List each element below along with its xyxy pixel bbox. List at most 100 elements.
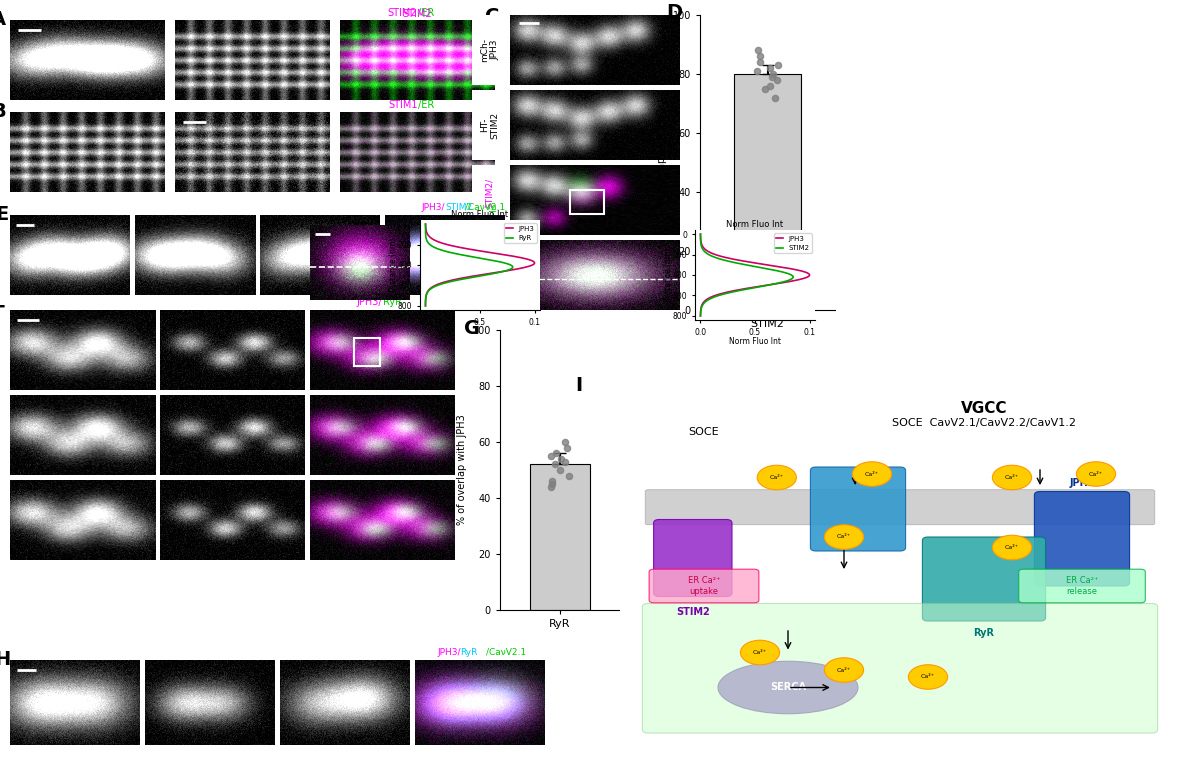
Text: B: B [0,103,6,122]
Title: Norm Fluo Int: Norm Fluo Int [726,220,784,229]
STIM2 [694,304,708,314]
Title: Norm Fluo Int: Norm Fluo Int [451,210,509,219]
FancyBboxPatch shape [810,467,906,551]
Point [551,453,570,465]
Text: SOCE  CaνV2.1/CaνV2.2/CaνV1.2: SOCE CaνV2.1/CaνV2.2/CaνV1.2 [892,418,1076,428]
JPH3 [419,219,433,228]
Text: RyR: RyR [973,628,995,638]
RyR [419,219,433,228]
Title: HT-JPH3: HT-JPH3 [58,650,92,659]
JPH3 [694,311,708,320]
RyR [419,223,433,232]
JPH3 [445,241,460,250]
Bar [733,74,802,310]
Point [556,456,575,468]
Point [763,68,782,80]
Text: H: H [0,650,11,669]
Circle shape [757,465,797,490]
Point [542,478,562,490]
Circle shape [740,640,780,665]
Text: Ca²⁺: Ca²⁺ [922,674,935,680]
Text: JPH3: JPH3 [1069,478,1094,488]
Text: STIM2: STIM2 [445,202,472,212]
Circle shape [1076,462,1116,486]
Point [760,62,779,74]
Title: mEm-CaνV2.1: mEm-CaνV2.1 [313,650,377,659]
JPH3 [419,295,433,304]
Text: JPH3: JPH3 [480,204,499,224]
STIM2 [694,234,708,244]
Circle shape [824,658,864,683]
FancyBboxPatch shape [642,603,1158,733]
JPH3 [419,298,433,307]
Ellipse shape [718,661,858,714]
Text: /CaνV2.1: /CaνV2.1 [464,202,505,212]
Title: mEmerald-CaνV2.1: mEmerald-CaνV2.1 [277,205,364,215]
FancyBboxPatch shape [649,569,758,603]
JPH3 [419,223,433,232]
Legend: JPH3, RyR: JPH3, RyR [504,224,536,243]
Text: STIM1: STIM1 [388,100,418,110]
Point [766,91,785,103]
RyR [425,241,439,250]
Circle shape [908,665,948,689]
RyR [419,301,433,310]
Point [546,447,565,460]
Text: VGCC: VGCC [961,400,1007,416]
JPH3 [419,301,433,310]
STIM2 [694,233,708,242]
Text: JPH3/: JPH3/ [356,297,383,307]
Line: RyR: RyR [426,224,512,306]
Text: STIM2/: STIM2/ [485,178,494,208]
RyR [419,234,433,244]
Text: Ca²⁺: Ca²⁺ [1090,472,1103,476]
FancyBboxPatch shape [1019,569,1145,603]
Point [749,44,768,56]
FancyBboxPatch shape [646,490,1154,525]
Point [768,74,787,86]
JPH3 [694,230,708,239]
JPH3 [713,251,727,260]
Point [550,464,569,476]
Text: SOCE: SOCE [689,427,719,437]
Text: D: D [666,3,683,22]
Line: JPH3: JPH3 [701,234,810,316]
Title: STIM2: STIM2 [403,9,432,19]
Title: HT-STIM1: HT-STIM1 [65,101,110,111]
Text: Ca²⁺: Ca²⁺ [1006,475,1019,480]
Circle shape [992,535,1032,560]
Text: /ER: /ER [418,100,433,110]
Point [748,65,767,77]
Text: RyR: RyR [383,297,402,307]
Line: STIM2: STIM2 [701,234,793,316]
RyR [419,295,433,304]
Text: HT-
STIM2: HT- STIM2 [480,111,499,139]
STIM2 [694,307,708,317]
Y-axis label: % of overlap with JPH3: % of overlap with JPH3 [457,415,467,525]
Circle shape [824,525,864,549]
STIM2 [694,230,708,239]
Text: Ca²⁺: Ca²⁺ [838,667,851,673]
Text: STIM2/: STIM2/ [485,253,494,283]
Title: mCherry-JPH3: mCherry-JPH3 [48,299,116,309]
Text: /CaνV2.1: /CaνV2.1 [486,648,526,657]
RyR [419,298,433,307]
Text: SERCA: SERCA [770,683,806,693]
Point [556,436,575,448]
JPH3 [426,234,440,244]
JPH3 [698,245,713,254]
X-axis label: Norm Fluo Int: Norm Fluo Int [730,336,781,345]
Title: RyR: RyR [202,650,218,659]
Title: RyR: RyR [223,299,242,309]
Line: JPH3: JPH3 [426,224,534,306]
Title: mEmerald-ER: mEmerald-ER [220,101,286,111]
Y-axis label: Distance (nm): Distance (nm) [664,248,673,302]
Text: Ca²⁺: Ca²⁺ [838,534,851,540]
JPH3 [419,224,433,234]
Text: Ca²⁺: Ca²⁺ [754,650,767,655]
FancyBboxPatch shape [923,537,1045,621]
STIM2 [704,251,719,260]
JPH3 [694,234,708,244]
FancyBboxPatch shape [654,520,732,597]
Bar [570,189,604,214]
